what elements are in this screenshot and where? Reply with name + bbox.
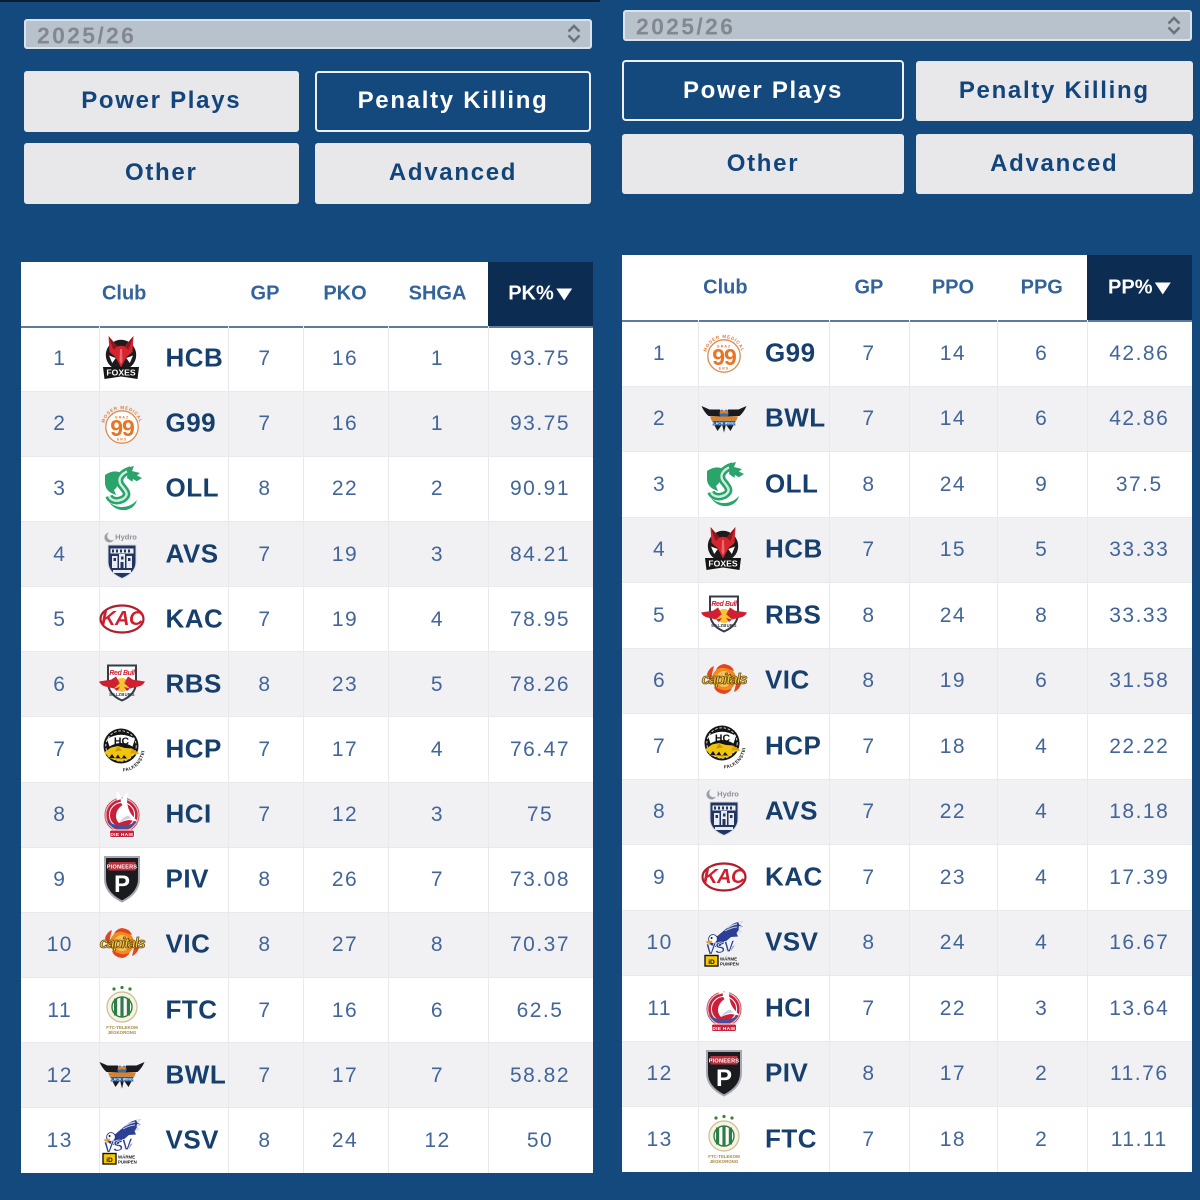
svg-text:Red Bull: Red Bull — [109, 670, 136, 677]
svg-text:P: P — [114, 871, 130, 898]
svg-text:DIE HAIE: DIE HAIE — [110, 832, 134, 838]
svg-text:GRAZ: GRAZ — [716, 345, 731, 349]
svg-text:KAC: KAC — [101, 608, 144, 630]
svg-text:BLACK WINGS: BLACK WINGS — [710, 421, 737, 425]
svg-text:FTC-TELEKOM: FTC-TELEKOM — [708, 1154, 740, 1159]
svg-text:DIE HAIE: DIE HAIE — [712, 1026, 736, 1032]
svg-text:VSV: VSV — [704, 938, 736, 959]
svg-text:99: 99 — [712, 344, 736, 370]
svg-text:ERS: ERS — [117, 437, 127, 441]
svg-text:GRAZ: GRAZ — [115, 415, 130, 419]
svg-text:FOXES: FOXES — [708, 558, 737, 568]
svg-text:PUMPEN: PUMPEN — [118, 1159, 137, 1164]
svg-text:HC: HC — [715, 732, 731, 744]
svg-text:Hydro: Hydro — [115, 532, 137, 541]
svg-text:Hydro: Hydro — [717, 790, 739, 799]
svg-text:PUMPEN: PUMPEN — [720, 962, 739, 967]
svg-text:SALZBURG: SALZBURG — [711, 623, 737, 628]
svg-text:FOXES: FOXES — [106, 367, 135, 377]
svg-text:SALZBURG: SALZBURG — [109, 692, 135, 697]
svg-text:99: 99 — [110, 415, 134, 441]
svg-text:iD: iD — [106, 1157, 113, 1164]
svg-text:P: P — [716, 1065, 732, 1092]
svg-text:PIONEERS: PIONEERS — [107, 865, 138, 871]
svg-text:capitals: capitals — [701, 671, 747, 688]
svg-text:WÄRME: WÄRME — [118, 1154, 135, 1159]
svg-text:capitals: capitals — [100, 935, 146, 952]
svg-text:FTC-TELEKOM: FTC-TELEKOM — [106, 1025, 138, 1030]
svg-text:ERS: ERS — [718, 367, 728, 371]
svg-text:PIONEERS: PIONEERS — [708, 1059, 739, 1065]
svg-text:BLACK WINGS: BLACK WINGS — [109, 1078, 136, 1082]
svg-text:Red Bull: Red Bull — [711, 601, 738, 608]
svg-text:WÄRME: WÄRME — [720, 957, 737, 962]
svg-text:VSV: VSV — [103, 1136, 135, 1157]
svg-text:KAC: KAC — [703, 866, 746, 888]
svg-text:JÉGKORONG: JÉGKORONG — [108, 1030, 137, 1035]
svg-text:HC: HC — [113, 736, 129, 748]
svg-text:iD: iD — [708, 959, 715, 966]
svg-text:JÉGKORONG: JÉGKORONG — [709, 1159, 738, 1164]
